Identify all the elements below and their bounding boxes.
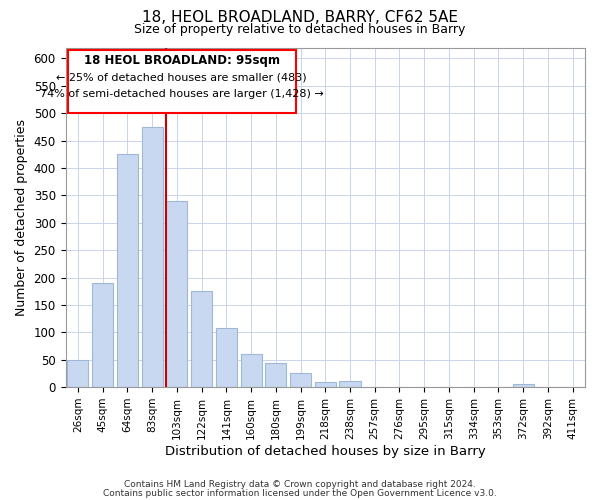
X-axis label: Distribution of detached houses by size in Barry: Distribution of detached houses by size … (165, 444, 485, 458)
Text: Contains HM Land Registry data © Crown copyright and database right 2024.: Contains HM Land Registry data © Crown c… (124, 480, 476, 489)
Y-axis label: Number of detached properties: Number of detached properties (15, 119, 28, 316)
Text: 18, HEOL BROADLAND, BARRY, CF62 5AE: 18, HEOL BROADLAND, BARRY, CF62 5AE (142, 10, 458, 25)
Bar (117, 154, 138, 387)
Bar (340, 380, 361, 387)
Text: ← 25% of detached houses are smaller (483): ← 25% of detached houses are smaller (48… (56, 72, 307, 82)
Bar (166, 201, 187, 387)
FancyBboxPatch shape (68, 50, 296, 113)
Bar (290, 374, 311, 387)
Text: Size of property relative to detached houses in Barry: Size of property relative to detached ho… (134, 22, 466, 36)
Text: Contains public sector information licensed under the Open Government Licence v3: Contains public sector information licen… (103, 488, 497, 498)
Text: 18 HEOL BROADLAND: 95sqm: 18 HEOL BROADLAND: 95sqm (84, 54, 280, 66)
Bar (315, 382, 336, 387)
Bar (142, 127, 163, 387)
Bar (512, 384, 533, 387)
Bar (265, 363, 286, 387)
Text: 74% of semi-detached houses are larger (1,428) →: 74% of semi-detached houses are larger (… (40, 88, 323, 99)
Bar (67, 360, 88, 387)
Bar (241, 354, 262, 387)
Bar (216, 328, 237, 387)
Bar (191, 291, 212, 387)
Bar (92, 283, 113, 387)
